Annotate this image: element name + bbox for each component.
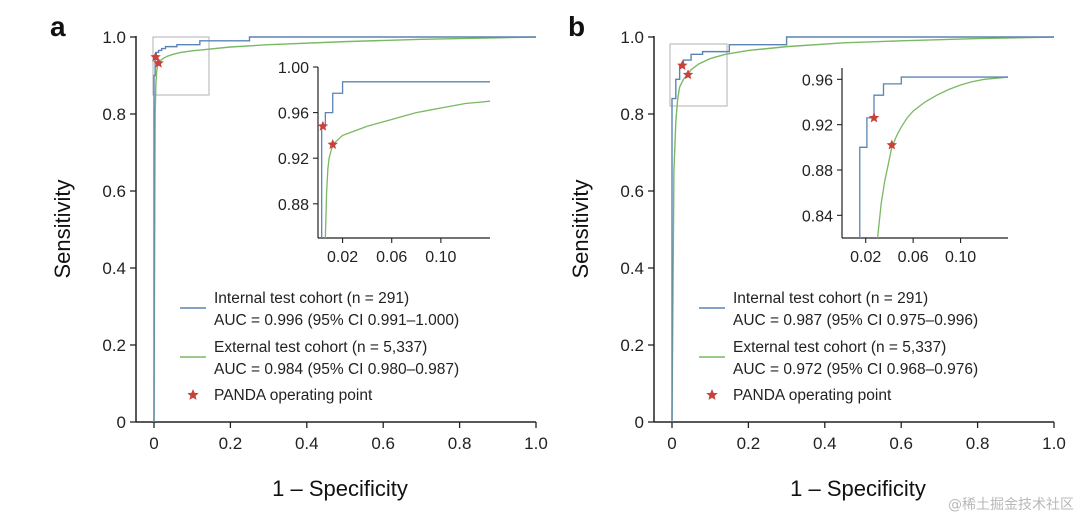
legend-internal-name: Internal test cohort (n = 291) [214, 290, 409, 307]
inset-y-tick-label: 0.92 [802, 118, 833, 135]
inset-x-tick-label: 0.02 [327, 249, 358, 266]
legend-operating-point: PANDA operating point [214, 387, 373, 404]
panel-b-x-ticks: 0 0.2 0.4 0.6 0.8 1.0 [667, 422, 1066, 453]
legend-star-shape [187, 389, 199, 400]
panel-b-legend: Internal test cohort (n = 291) AUC = 0.9… [699, 290, 978, 404]
y-tick-label: 0.4 [102, 259, 126, 278]
panel-b-y-axis-label: Sensitivity [568, 179, 593, 278]
panel-a-label: a [50, 11, 66, 42]
legend-external-auc: AUC = 0.972 (95% CI 0.968–0.976) [733, 361, 978, 378]
panel-b-x-axis-label: 1 – Specificity [790, 476, 926, 501]
legend-star-icon [706, 389, 718, 400]
inset-y-tick-label: 0.88 [802, 163, 833, 180]
y-tick-label: 0 [635, 413, 644, 432]
panel-a: a 0 0.2 0.4 0.6 0.8 1.0 0 0.2 0.4 0.6 0.8 1.0 1 – … [50, 11, 548, 501]
panel-a-inset: 0.02 0.06 0.10 0.88 0.92 0.96 1.00 [278, 60, 491, 266]
inset-y-tick-label: 1.00 [278, 60, 309, 77]
legend-star-shape [706, 389, 718, 400]
panel-a-y-axis-label: Sensitivity [50, 179, 75, 278]
legend-external-name: External test cohort (n = 5,337) [214, 339, 427, 356]
panel-a-operating-points [150, 51, 164, 68]
x-tick-label: 0.2 [219, 434, 243, 453]
panel-a-inset-operating-points [317, 120, 338, 149]
inset-operating-point-star [886, 139, 898, 150]
y-tick-label: 0.8 [620, 105, 644, 124]
inset-x-tick-label: 0.06 [376, 249, 407, 266]
external-roc-curve [671, 36, 1055, 423]
y-tick-label: 1.0 [102, 28, 126, 47]
inset-internal-curve [859, 76, 1008, 238]
inset-internal-curve [321, 81, 490, 238]
x-tick-label: 1.0 [1042, 434, 1066, 453]
panel-b-inset-curves [859, 76, 1009, 239]
panel-b-inset-ticks: 0.02 0.06 0.10 0.84 0.88 0.92 0.96 [802, 72, 976, 266]
operating-point-star [682, 69, 694, 80]
inset-x-tick-label: 0.06 [898, 249, 929, 266]
legend-internal-auc: AUC = 0.996 (95% CI 0.991–1.000) [214, 312, 459, 329]
inset-x-tick-label: 0.10 [945, 249, 976, 266]
operating-point-star [153, 57, 164, 68]
panel-b-label: b [568, 11, 585, 42]
x-tick-label: 0.2 [737, 434, 761, 453]
y-tick-label: 0.6 [102, 182, 126, 201]
x-tick-label: 0.8 [448, 434, 472, 453]
panel-a-y-ticks: 0 0.2 0.4 0.6 0.8 1.0 [102, 28, 136, 432]
panel-b: b 0 0.2 0.4 0.6 0.8 1.0 0 0.2 0.4 0.6 0.8 1.0 1 – … [568, 11, 1066, 501]
x-tick-label: 0.4 [295, 434, 319, 453]
inset-external-curve [324, 100, 491, 239]
legend-operating-point: PANDA operating point [733, 387, 892, 404]
y-tick-label: 0 [117, 413, 126, 432]
legend-internal-auc: AUC = 0.987 (95% CI 0.975–0.996) [733, 312, 978, 329]
panel-b-operating-points [677, 59, 694, 80]
inset-x-tick-label: 0.10 [425, 249, 456, 266]
inset-y-tick-label: 0.92 [278, 151, 309, 168]
x-tick-label: 1.0 [524, 434, 548, 453]
inset-external-curve [876, 76, 1009, 239]
panel-a-zoom-box [152, 36, 210, 96]
external-roc-curve [153, 36, 537, 423]
x-tick-label: 0 [667, 434, 676, 453]
legend-internal-name: Internal test cohort (n = 291) [733, 290, 928, 307]
panel-a-inset-curves [321, 81, 491, 239]
panel-b-curves [671, 36, 1055, 423]
y-tick-label: 0.6 [620, 182, 644, 201]
x-tick-label: 0 [149, 434, 158, 453]
panel-a-legend: Internal test cohort (n = 291) AUC = 0.9… [180, 290, 459, 404]
inset-operating-point-star [868, 112, 880, 123]
inset-y-tick-label: 0.96 [802, 72, 833, 89]
panel-a-inset-ticks: 0.02 0.06 0.10 0.88 0.92 0.96 1.00 [278, 60, 457, 266]
y-tick-label: 0.2 [102, 336, 126, 355]
legend-external-auc: AUC = 0.984 (95% CI 0.980–0.987) [214, 361, 459, 378]
y-tick-label: 0.2 [620, 336, 644, 355]
panel-b-inset-operating-points [868, 112, 898, 150]
panel-b-inset: 0.02 0.06 0.10 0.84 0.88 0.92 0.96 [802, 68, 1009, 266]
x-tick-label: 0.4 [813, 434, 837, 453]
panel-a-x-axis-label: 1 – Specificity [272, 476, 408, 501]
inset-y-tick-label: 0.84 [802, 208, 833, 225]
inset-operating-point-star [327, 139, 338, 149]
y-tick-label: 0.4 [620, 259, 644, 278]
x-tick-label: 0.6 [371, 434, 395, 453]
inset-operating-point-star [317, 120, 329, 131]
legend-star-icon [187, 389, 199, 400]
operating-point-star [677, 59, 688, 70]
y-tick-label: 1.0 [620, 28, 644, 47]
inset-x-tick-label: 0.02 [850, 249, 881, 266]
x-tick-label: 0.6 [889, 434, 913, 453]
internal-roc-curve [671, 36, 1054, 422]
inset-y-tick-label: 0.96 [278, 106, 309, 123]
inset-y-tick-label: 0.88 [278, 197, 309, 214]
watermark: @稀土掘金技术社区 [948, 497, 1074, 513]
panel-b-zoom-box [669, 43, 728, 107]
y-tick-label: 0.8 [102, 105, 126, 124]
panel-b-y-ticks: 0 0.2 0.4 0.6 0.8 1.0 [620, 28, 654, 432]
panel-a-x-ticks: 0 0.2 0.4 0.6 0.8 1.0 [149, 422, 548, 453]
legend-external-name: External test cohort (n = 5,337) [733, 339, 946, 356]
x-tick-label: 0.8 [966, 434, 990, 453]
